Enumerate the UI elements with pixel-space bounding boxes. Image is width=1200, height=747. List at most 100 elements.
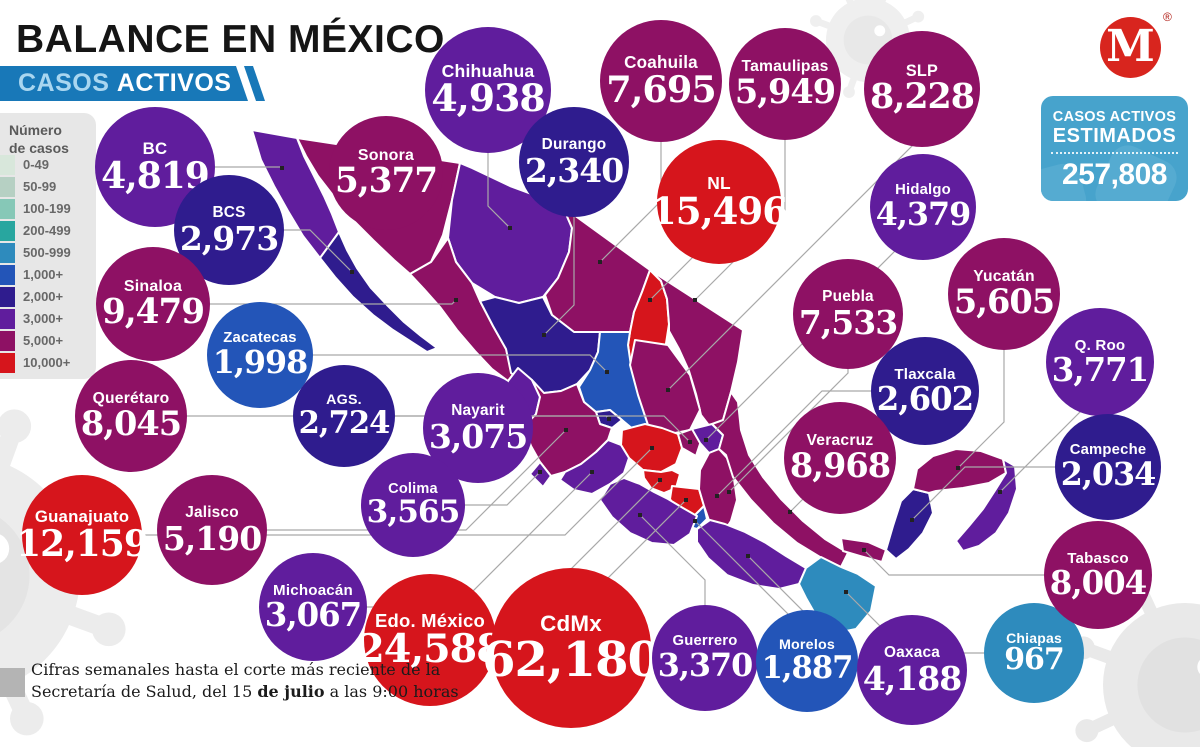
legend-label: 3,000+ [23,311,64,326]
connector-dot [910,518,914,522]
state-bubble: AGS. 2,724 [293,365,395,467]
connector-dot [454,298,458,302]
estimate-box-line2: ESTIMADOS [1052,125,1177,147]
state-bubble-name: Jalisco [185,504,239,522]
state-bubble-name: Yucatán [973,267,1035,285]
estimate-box-line1: CASOS ACTIVOS [1052,109,1177,125]
connector-dot [704,438,708,442]
legend-row: 1,000+ [0,265,96,285]
state-bubble-name: Puebla [822,288,874,306]
state-bubble: Guanajuato 12,159 [16,475,149,595]
connector-dot [350,270,354,274]
connector-dot [658,478,662,482]
estimate-box-value: 257,808 [1062,158,1167,191]
connector-dot [688,440,692,444]
state-shape-bcs [319,231,438,353]
state-bubble-name: Chiapas [1006,629,1062,646]
state-bubble: Hidalgo 4,379 [870,154,976,260]
connector-dot [280,166,284,170]
state-bubble-value: 2,973 [179,218,279,258]
legend-swatch [0,353,15,373]
state-bubble-name: Coahuila [624,52,698,72]
state-shape-campeche [885,488,934,560]
legend-swatch [0,221,15,241]
legend-label: 0-49 [23,157,50,172]
state-bubble-name: Morelos [778,637,836,654]
connector-dot [590,470,594,474]
state-bubble-value: 62,180 [482,631,661,688]
state-bubble: Puebla 7,533 [793,259,903,369]
state-bubble-value: 12,159 [16,522,149,565]
legend-label: 200-499 [23,223,71,238]
legend-row: 100-199 [0,199,96,219]
legend-row: 0-49 [0,155,96,175]
milenio-logo: M [1100,17,1161,78]
state-bubble: Coahuila 7,695 [600,20,722,142]
state-bubble: Sonora 5,377 [329,116,443,230]
state-bubble-name: Michoacán [273,581,353,599]
connector-dot [746,554,750,558]
legend-swatch [0,287,15,307]
connector-line [260,354,608,373]
state-shape-colima [529,461,552,488]
connector-line [863,549,1098,576]
connector-dot [538,470,542,474]
connector-dot [508,226,512,230]
state-bubble-value: 967 [1004,642,1065,678]
state-bubble: Querétaro 8,045 [75,360,187,472]
estimate-box-dotted-divider [1051,152,1178,154]
state-bubble-name: Sinaloa [123,277,183,295]
state-bubble-name: BCS [212,204,246,222]
state-bubble-name: Hidalgo [895,182,951,199]
legend-header-line2: de casos [9,139,69,156]
connector-dot [564,428,568,432]
state-bubble: Q. Roo 3,771 [1046,308,1154,416]
banner-word2: ACTIVOS [116,69,232,97]
state-bubble-name: Veracruz [806,431,874,449]
state-bubble-value: 3,565 [366,494,461,531]
state-bubble-name: CdMx [540,611,602,637]
state-bubble-value: 4,938 [431,76,545,121]
legend-header-line1: Número [9,122,62,138]
state-shape-yucatan [912,448,1007,494]
title-part2: MÉXICO [288,18,445,61]
registered-mark: ® [1163,10,1172,24]
state-bubble: NL 15,496 [651,140,788,264]
state-bubble-name: NL [707,173,731,194]
banner-word1: CASOS [18,69,117,97]
state-bubble-value: 2,724 [298,405,391,442]
state-bubble-value: 4,188 [862,658,962,698]
connector-dot [638,513,642,517]
connector-dot [605,370,609,374]
connector-dot [844,590,848,594]
state-bubble-name: Edo. México [375,609,485,631]
state-bubble-value: 8,968 [789,445,891,486]
connector-dot [666,388,670,392]
legend-row: 5,000+ [0,331,96,351]
legend-swatch [0,177,15,197]
state-bubble: Jalisco 5,190 [157,475,267,585]
connector-dot [607,417,611,421]
connector-dot [648,298,652,302]
state-bubble-name: Tamaulipas [741,57,829,75]
footnote-gray-block [0,668,25,697]
state-shape-michoacan [559,439,630,495]
state-bubble-name: Q. Roo [1074,336,1126,354]
state-bubble: Colima 3,565 [361,453,465,557]
state-bubble-value: 3,067 [264,595,362,634]
state-bubble-name: Zacatecas [223,330,297,347]
state-bubble: Tlaxcala 2,602 [871,337,979,445]
connector-dot [956,466,960,470]
legend: Número de casos 0-49 50-99 100-199 200-499 5… [0,113,96,379]
connector-dot [693,519,697,523]
state-bubble-name: BC [142,139,168,159]
state-bubble-value: 2,340 [524,150,624,190]
state-bubble: Yucatán 5,605 [948,238,1060,350]
legend-label: 1,000+ [23,267,64,282]
legend-row: 50-99 [0,177,96,197]
state-bubble-value: 8,228 [870,76,975,118]
connector-dot [598,260,602,264]
state-bubble: Oaxaca 4,188 [857,615,967,725]
state-bubble-value: 8,045 [80,403,182,444]
